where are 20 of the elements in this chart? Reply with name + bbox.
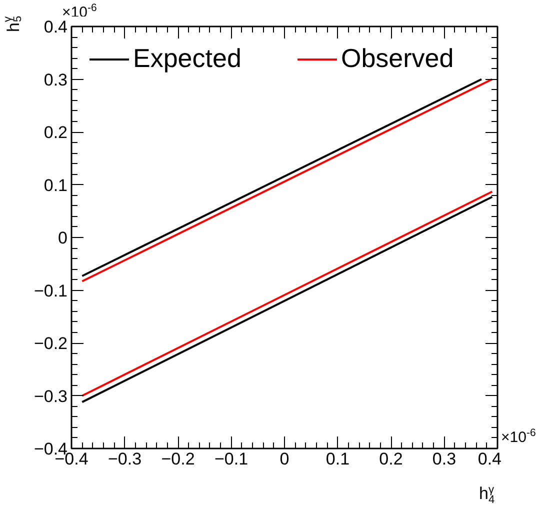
y-tick-label: −0.3 xyxy=(34,386,68,406)
x-tick-label: 0.4 xyxy=(478,450,502,468)
x-tick-label: 0.2 xyxy=(379,450,403,468)
x-tick-label: 0.3 xyxy=(432,450,456,468)
legend-label: Observed xyxy=(341,43,454,74)
y-axis-title: hγ5 xyxy=(2,16,25,32)
x-tick-label: −0.1 xyxy=(214,450,248,468)
x-tick-label: 0 xyxy=(280,450,290,468)
y-tick-label: 0.4 xyxy=(44,18,68,36)
x-tick-label: 0.1 xyxy=(326,450,350,468)
text: ×10$^{-6}$ xyxy=(501,426,536,448)
y-tick-label: −0.2 xyxy=(34,334,68,353)
y-tick-label: 0.2 xyxy=(44,123,68,142)
y-tick-label: 0 xyxy=(58,228,68,248)
y-tick-label: 0.3 xyxy=(44,70,68,90)
legend-label: Expected xyxy=(133,43,242,74)
x-tick-label: −0.3 xyxy=(108,450,142,468)
x-tick-label: −0.2 xyxy=(161,450,195,468)
y-tick-label: −0.1 xyxy=(34,281,68,300)
y-tick-label: 0.1 xyxy=(44,176,68,195)
